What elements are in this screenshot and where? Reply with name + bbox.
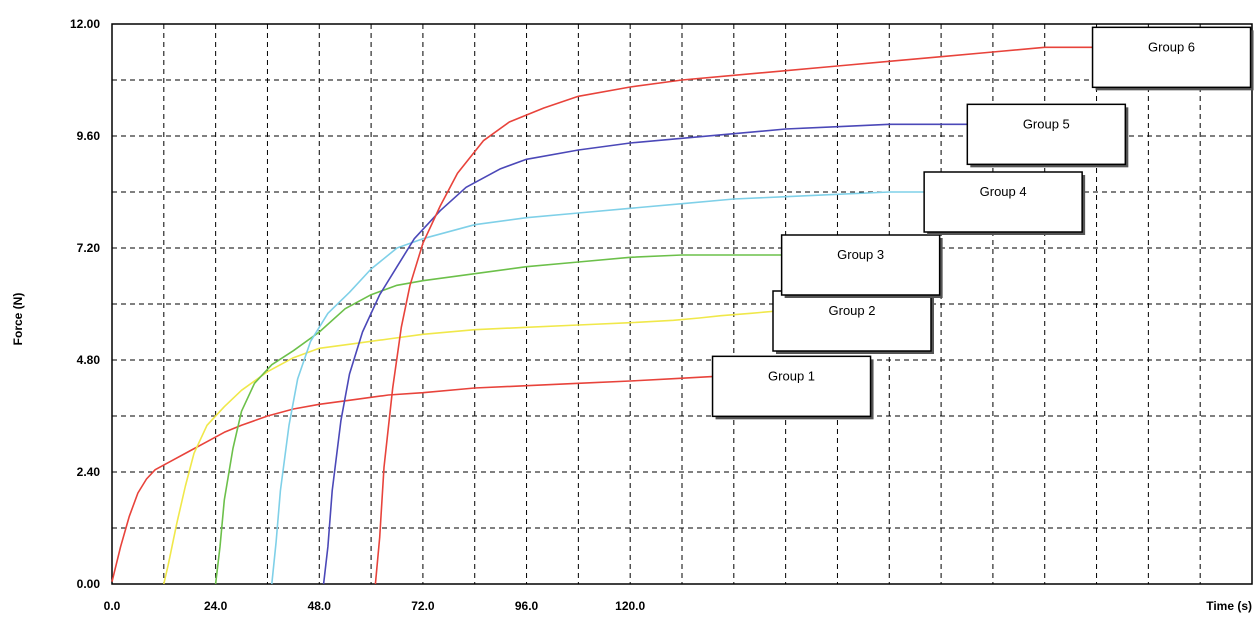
series-line-group-5 bbox=[322, 123, 972, 585]
label-box-group-3 bbox=[780, 234, 941, 296]
series-line-group-1 bbox=[111, 375, 717, 582]
series-line-group-2 bbox=[163, 310, 778, 585]
series-lines bbox=[111, 46, 1097, 585]
y-tick-label: 12.00 bbox=[70, 17, 100, 31]
label-text-group-1: Group 1 bbox=[768, 368, 815, 383]
x-axis-title: Time (s) bbox=[1206, 599, 1252, 613]
y-tick-label: 7.20 bbox=[77, 241, 101, 255]
x-tick-label: 72.0 bbox=[411, 599, 435, 613]
label-text-group-3: Group 3 bbox=[837, 247, 884, 262]
label-text-group-5: Group 5 bbox=[1023, 116, 1070, 131]
label-box-group-4 bbox=[923, 171, 1083, 233]
y-axis-ticks: 0.00 2.40 4.80 7.20 9.60 12.00 bbox=[70, 17, 100, 591]
label-box-group-6 bbox=[1091, 26, 1252, 89]
label-box-group-5 bbox=[966, 103, 1127, 166]
y-tick-label: 4.80 bbox=[77, 353, 101, 367]
label-text-group-2: Group 2 bbox=[829, 303, 876, 318]
x-tick-label: 96.0 bbox=[515, 599, 539, 613]
y-tick-label: 9.60 bbox=[77, 129, 101, 143]
x-tick-label: 48.0 bbox=[308, 599, 332, 613]
x-tick-label: 120.0 bbox=[615, 599, 645, 613]
y-tick-label: 2.40 bbox=[77, 465, 101, 479]
series-labels: Group 1 Group 2 Group 3 Group 4 Group 5 Group… bbox=[711, 26, 1254, 420]
label-text-group-6: Group 6 bbox=[1148, 39, 1195, 54]
series-line-group-6 bbox=[374, 46, 1097, 585]
label-box-group-1 bbox=[711, 355, 872, 418]
x-tick-label: 0.0 bbox=[104, 599, 121, 613]
x-tick-label: 24.0 bbox=[204, 599, 228, 613]
y-axis-title: Force (N) bbox=[11, 293, 25, 346]
label-text-group-4: Group 4 bbox=[980, 184, 1027, 199]
y-tick-label: 0.00 bbox=[77, 577, 101, 591]
series-line-group-3 bbox=[214, 254, 786, 585]
series-line-group-4 bbox=[271, 191, 929, 585]
x-axis-ticks: 0.0 24.0 48.0 72.0 96.0 120.0 bbox=[104, 599, 646, 613]
label-box-group-2 bbox=[772, 290, 932, 352]
